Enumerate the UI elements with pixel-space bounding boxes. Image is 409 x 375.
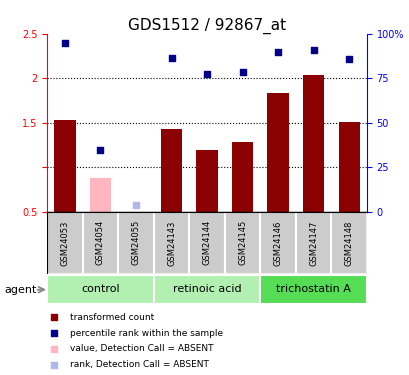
Bar [153,275,260,304]
Bar [83,212,118,274]
Text: GSM24146: GSM24146 [273,220,282,266]
Bar [260,212,295,274]
Point [50,314,57,320]
Text: GSM24055: GSM24055 [131,220,140,266]
Text: GSM24053: GSM24053 [60,220,69,266]
Text: rank, Detection Call = ABSENT: rank, Detection Call = ABSENT [70,360,208,369]
Bar [160,129,182,212]
Point [50,330,57,336]
Point [168,55,174,61]
Bar [224,212,260,274]
Bar [90,178,111,212]
Text: retinoic acid: retinoic acid [172,284,241,294]
Point [50,346,57,352]
Bar [260,275,366,304]
Bar [47,212,83,274]
Bar [189,212,224,274]
Bar [295,212,330,274]
Text: GSM24148: GSM24148 [344,220,353,266]
Text: percentile rank within the sample: percentile rank within the sample [70,328,222,338]
Bar [330,212,366,274]
Text: GSM24054: GSM24054 [96,220,105,266]
Text: value, Detection Call = ABSENT: value, Detection Call = ABSENT [70,344,213,353]
Point [203,71,210,77]
Title: GDS1512 / 92867_at: GDS1512 / 92867_at [128,18,285,34]
Text: trichostatin A: trichostatin A [276,284,350,294]
Text: GSM24145: GSM24145 [238,220,247,266]
Text: transformed count: transformed count [70,313,153,322]
Bar [302,75,324,212]
Text: GSM24144: GSM24144 [202,220,211,266]
Bar [231,141,253,212]
Text: control: control [81,284,119,294]
Point [50,362,57,368]
Point [310,47,316,53]
Bar [153,212,189,274]
Point [239,69,245,75]
Bar [267,93,288,212]
Point [274,49,281,55]
Bar [338,122,359,212]
Bar [54,120,75,212]
Point [61,40,68,46]
Bar [196,150,217,212]
Point [133,202,139,208]
Text: GSM24147: GSM24147 [308,220,317,266]
Text: agent: agent [4,285,36,295]
Bar [118,212,153,274]
Text: GSM24143: GSM24143 [166,220,175,266]
Point [97,147,103,153]
Bar [47,275,153,304]
Point [345,56,352,62]
